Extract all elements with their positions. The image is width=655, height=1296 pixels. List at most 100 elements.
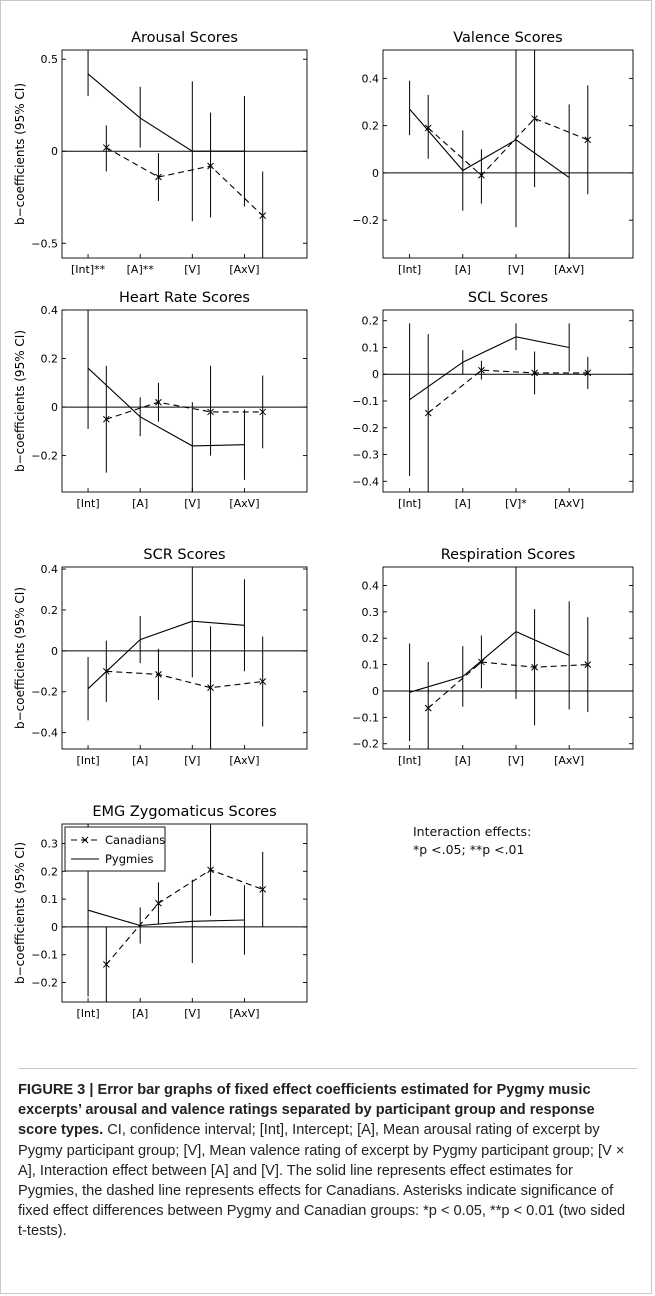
series-canadians-line [106,670,263,689]
y-tick-label: −0.1 [31,949,58,962]
chart-panel-6: Respiration Scores −0.2 −0.1 0 0.1 0.2 0.3 0.4 [… [352,547,634,767]
plot-frame [382,566,634,750]
x-tick-label: [A] [132,497,148,510]
series-canadians-point-marker [155,173,162,181]
x-tick-label: [A]** [127,263,155,276]
series-canadians-point-marker [584,661,592,668]
series-canadians-point-marker [102,415,110,423]
caption-divider [18,1068,637,1069]
y-tick-label: 0 [51,645,58,658]
series-canadians-line [427,117,589,177]
figure-panels: Arousal Scores −0.5 0 0.5 [Int]** [A]** [V] [Ax… [13,30,634,1020]
series-canadians-point-marker [102,961,110,968]
x-tick-label: [AxV] [229,754,259,767]
x-tick-label: [V] [184,1007,200,1020]
series-pygmies-line [87,73,245,152]
x-tick-label: [Int] [77,754,100,767]
x-tick-label: [AxV] [554,263,584,276]
series-canadians-point-marker [155,398,162,406]
series-canadians-point-marker [424,704,432,712]
y-tick-label: 0.5 [41,53,59,66]
series-canadians-point-marker [531,115,538,122]
y-tick-label: −0.2 [31,977,58,990]
y-tick-label: −0.1 [352,711,379,724]
series-pygmies-line [87,620,245,690]
plot-frame [382,49,634,259]
series-canadians-point-marker [155,899,162,907]
series-canadians-line [105,869,263,965]
chart-title: Respiration Scores [441,547,576,563]
y-axis-label: b−coefficients (95% CI) [13,587,27,729]
series-canadians-point-marker [424,124,432,132]
chart-panel-5: SCR Scores −0.4 −0.2 0 0.2 0.4 [Int] [A] [V] [AxV… [13,547,308,767]
series-canadians-line [106,147,264,217]
y-tick-label: 0.2 [41,604,59,617]
y-tick-label: 0.4 [41,563,59,576]
y-axis-label: b−coefficients (95% CI) [13,842,27,984]
y-tick-label: 0 [51,921,58,934]
x-tick-label: [A] [132,1007,148,1020]
series-canadians-line [106,401,263,420]
chart-panel-7: EMG Zygomaticus Scores −0.2 −0.1 0 0.1 0.2 0.3… [13,804,308,1020]
y-axis-label: b−coefficients (95% CI) [13,330,27,472]
series-canadians-point-marker [259,886,267,893]
series-canadians-point-marker [584,369,592,377]
x-tick-label: [A] [455,754,471,767]
chart-title: Heart Rate Scores [119,290,250,306]
x-tick-label: [V] [184,497,200,510]
chart-title: SCL Scores [468,290,548,306]
series-canadians-point-marker [207,408,214,416]
x-tick-label: [A] [455,497,471,510]
plot-frame [61,823,308,1003]
series-canadians-point-marker [584,136,592,144]
x-tick-label: [V] [508,263,524,276]
x-tick-label: [Int]** [71,263,106,276]
x-tick-label: [AxV] [554,754,584,767]
x-tick-label: [Int] [398,754,421,767]
x-tick-label: [AxV] [229,263,259,276]
plot-frame [61,309,308,493]
series-canadians-point-marker [478,658,485,666]
y-axis-label: b−coefficients (95% CI) [13,83,27,225]
y-tick-label: 0.2 [362,315,380,328]
series-pygmies-line [409,630,570,693]
chart-panel-4: SCL Scores −0.4 −0.3 −0.2 −0.1 0 0.1 0.2 [Int] [A… [352,290,634,510]
chart-panel-2: Valence Scores −0.2 0 0.2 0.4 [Int] [A] [V] [AxV… [352,30,634,276]
series-canadians-point-marker [102,667,110,675]
y-tick-label: 0.4 [362,579,380,592]
series-canadians-point-marker [207,866,214,874]
x-tick-label: [Int] [398,497,421,510]
y-tick-label: 0.2 [41,865,59,878]
series-canadians-point-marker [155,671,162,678]
y-tick-label: −0.2 [352,422,379,435]
y-tick-label: 0.1 [41,893,59,906]
y-tick-label: 0.4 [362,72,380,85]
series-canadians-point-marker [207,684,214,692]
y-tick-label: −0.2 [352,738,379,751]
x-tick-label: [A] [455,263,471,276]
y-tick-label: −0.3 [352,449,379,462]
y-tick-label: −0.2 [31,686,58,699]
series-canadians-point-marker [259,408,267,416]
series-canadians-point-marker [478,366,485,374]
series-pygmies-line [87,909,245,927]
chart-title: Arousal Scores [131,30,238,46]
series-canadians-point-marker [207,162,214,170]
interaction-note: Interaction effects: *p <.05; **p <.01 [413,823,613,859]
chart-panel-3: Heart Rate Scores −0.2 0 0.2 0.4 [Int] [A] [V] [… [13,290,308,510]
series-canadians-point-marker [531,663,538,671]
series-canadians-point-marker [478,171,485,179]
legend-label: Canadians [105,833,165,847]
legend-marker [81,836,89,844]
y-tick-label: 0.3 [41,837,59,850]
series-canadians-point-marker [531,369,538,377]
plot-frame [61,49,308,259]
y-tick-label: −0.4 [31,727,58,740]
y-tick-label: 0.4 [41,304,59,317]
x-tick-label: [AxV] [229,497,259,510]
x-tick-label: [A] [132,754,148,767]
plot-frame [61,566,308,750]
x-tick-label: [AxV] [554,497,584,510]
y-tick-label: 0.1 [362,659,380,672]
